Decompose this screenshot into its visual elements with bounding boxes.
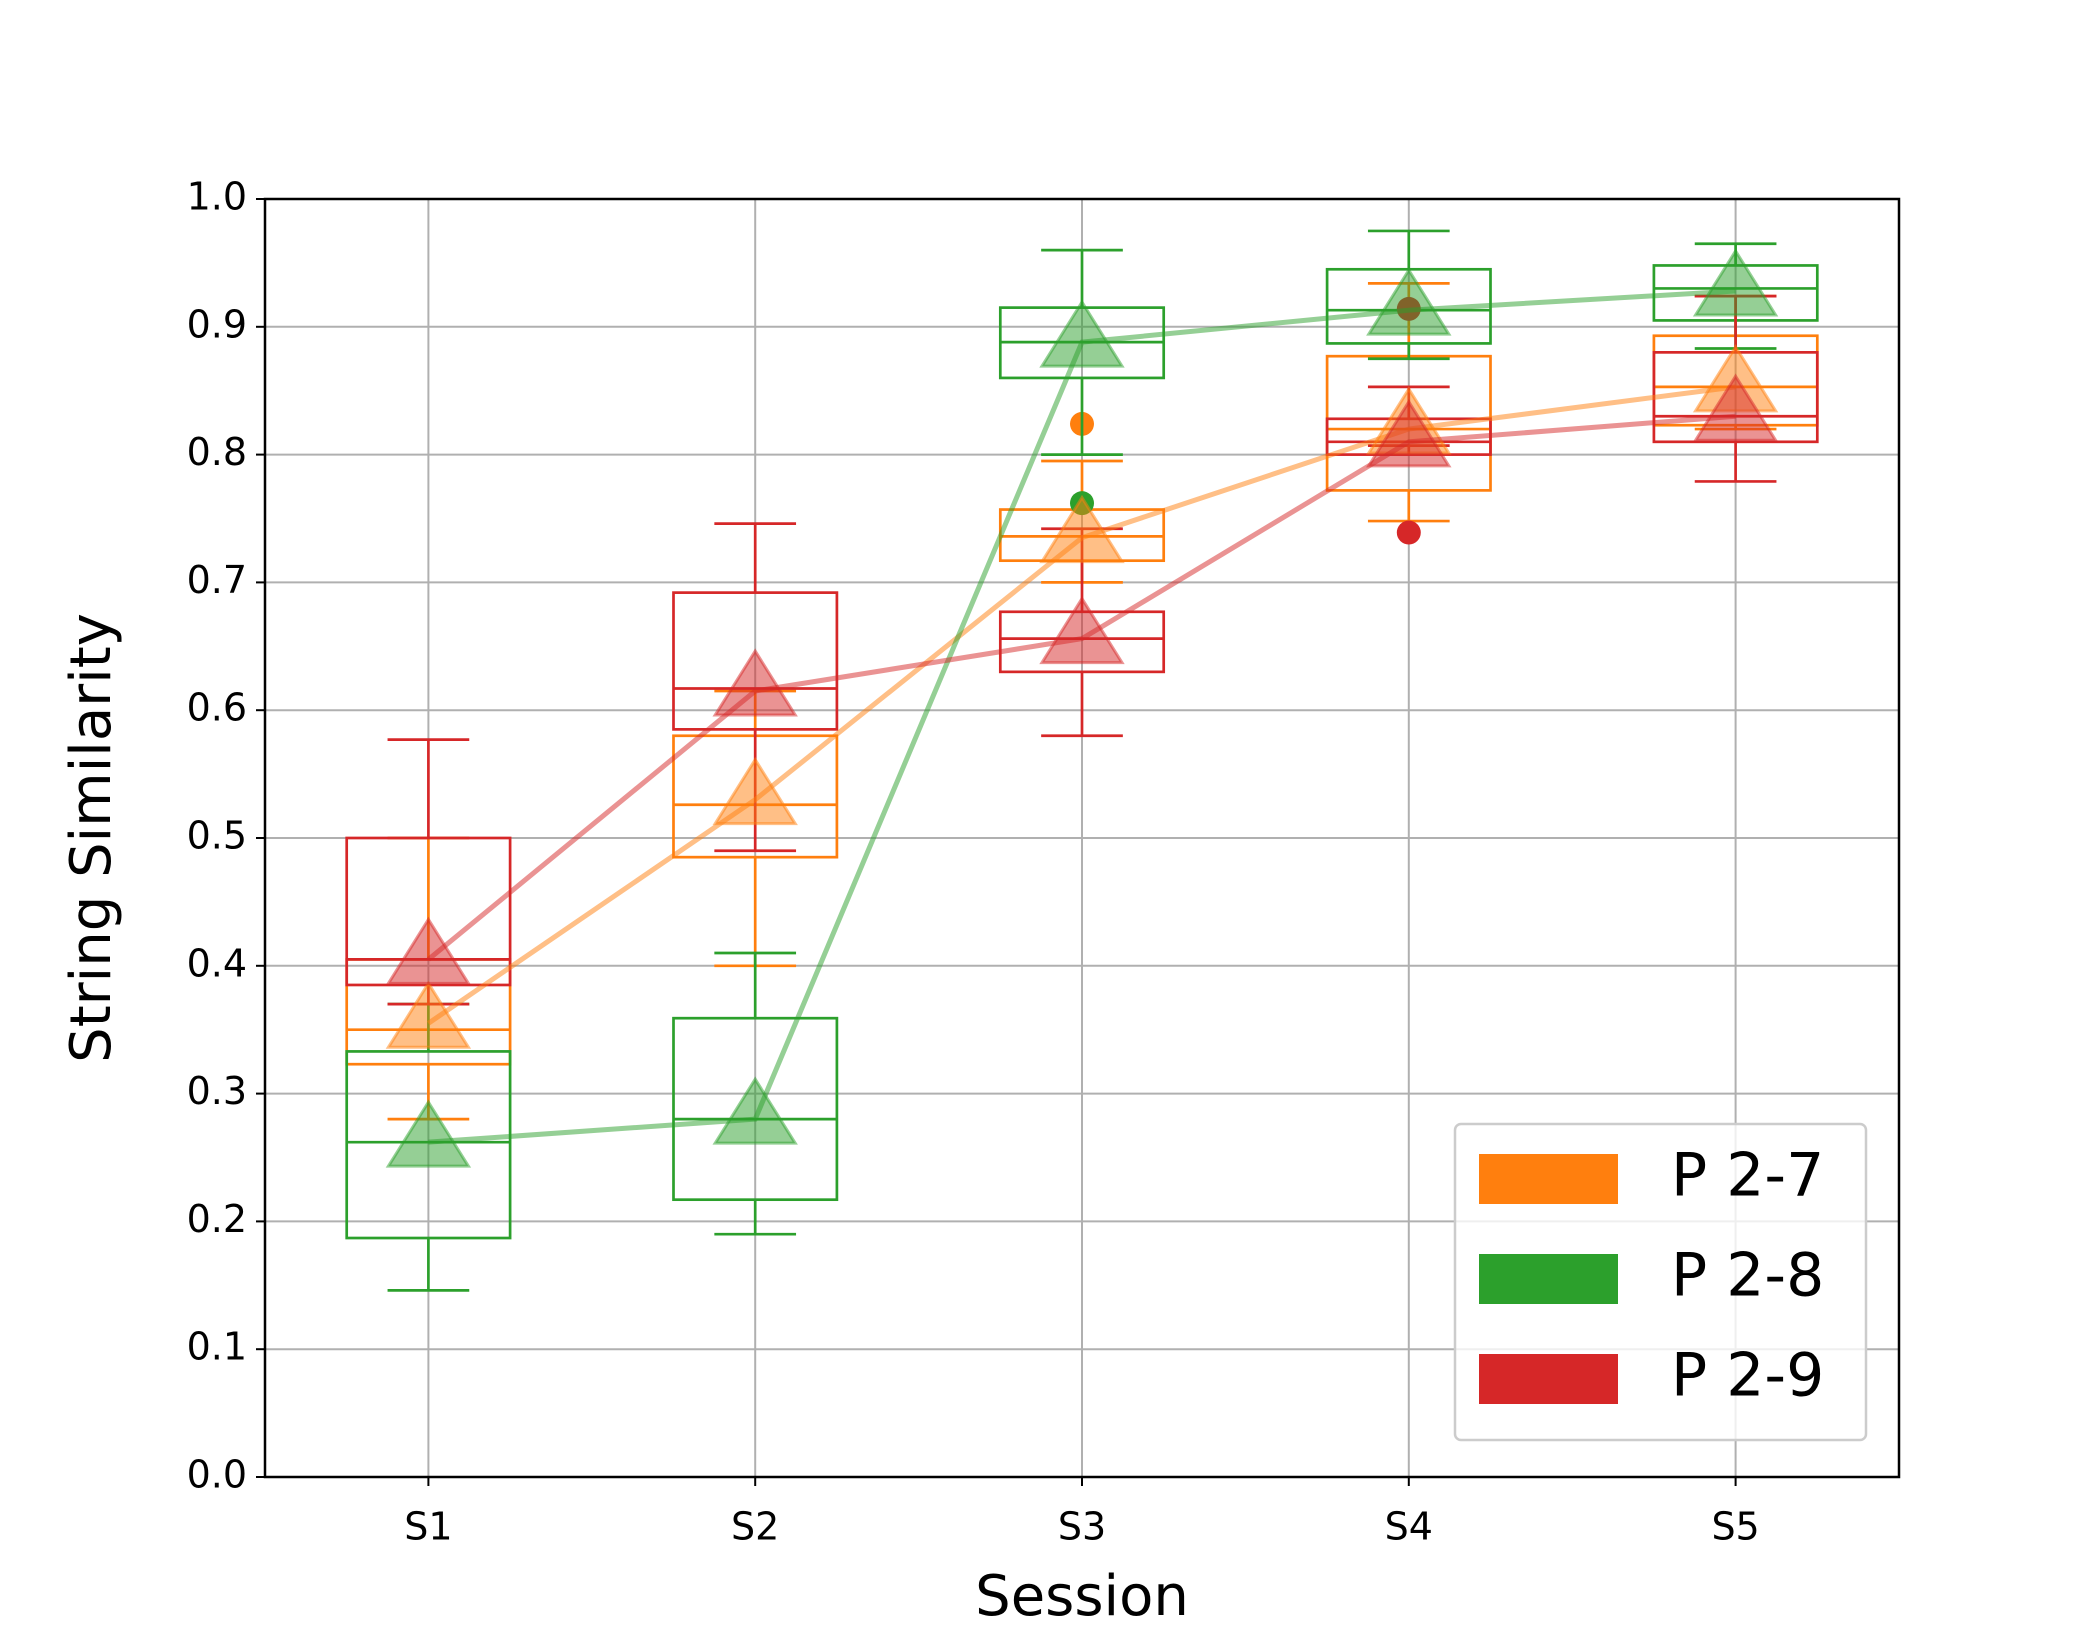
- x-tick-label: S2: [731, 1505, 779, 1549]
- legend-swatch: [1479, 1154, 1618, 1204]
- y-tick-label: 0.3: [187, 1069, 247, 1113]
- mean-marker: [712, 1076, 798, 1145]
- mean-marker: [385, 916, 472, 985]
- mean-marker: [385, 1099, 472, 1168]
- y-tick-label: 0.5: [187, 814, 247, 858]
- y-tick-label: 0.4: [187, 941, 247, 985]
- mean-marker: [1692, 373, 1779, 442]
- mean-marker: [712, 648, 798, 717]
- mean-marker: [712, 756, 798, 826]
- legend-label: P 2-7: [1671, 1141, 1824, 1211]
- box-body: [672, 591, 839, 731]
- x-axis-label: Session: [975, 1564, 1189, 1629]
- legend-label: P 2-9: [1671, 1341, 1824, 1411]
- y-tick-label: 0.9: [187, 302, 247, 346]
- mean-marker: [1692, 248, 1779, 317]
- legend-swatch: [1479, 1254, 1618, 1304]
- plot-frame: [263, 197, 1901, 1479]
- x-tick-label: S5: [1711, 1505, 1759, 1549]
- mean-marker: [1039, 595, 1125, 665]
- y-tick-label: 0.1: [187, 1325, 247, 1369]
- x-tick-label: S4: [1385, 1505, 1433, 1549]
- y-tick-label: 1.0: [187, 175, 247, 219]
- y-tick-label: 0.8: [187, 430, 247, 474]
- y-axis-label: String Similarity: [59, 613, 124, 1063]
- mean-marker: [1039, 299, 1125, 368]
- y-tick-label: 0.0: [187, 1453, 247, 1497]
- box-body: [345, 1050, 512, 1240]
- mean-marker: [1366, 267, 1452, 336]
- y-tick-label: 0.7: [187, 558, 247, 602]
- box-body: [672, 1016, 839, 1202]
- mean-marker: [1366, 398, 1452, 468]
- x-tick-label: S3: [1058, 1505, 1106, 1549]
- x-tick-label: S1: [404, 1505, 452, 1549]
- legend-label: P 2-8: [1671, 1241, 1824, 1311]
- box: [672, 951, 839, 1236]
- y-tick-label: 0.2: [187, 1197, 247, 1241]
- outlier: [1396, 520, 1421, 545]
- y-tick-label: 0.6: [187, 686, 247, 730]
- mean-marker: [385, 980, 472, 1049]
- legend-swatch: [1479, 1354, 1618, 1404]
- mean-marker: [1039, 494, 1125, 564]
